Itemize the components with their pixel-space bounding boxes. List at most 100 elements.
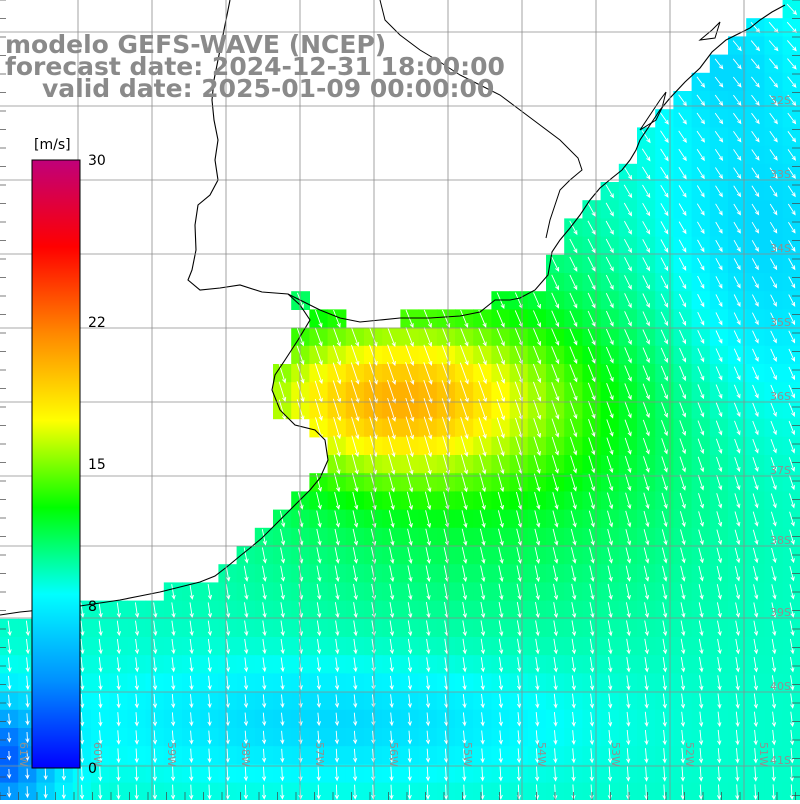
wind-vector (789, 529, 795, 546)
wind-vector (334, 730, 340, 745)
wind-vector (607, 565, 613, 582)
wind-vector (642, 437, 650, 455)
wind-vector (697, 221, 705, 235)
wind-vector (480, 565, 486, 583)
lat-label: 34S (770, 242, 791, 255)
wind-vector (535, 766, 540, 782)
wind-vector (753, 584, 759, 600)
wind-vector (789, 784, 795, 801)
wind-vector (717, 675, 722, 691)
wind-vector (480, 602, 486, 619)
wind-vector (333, 454, 341, 475)
wind-vector (644, 729, 649, 746)
wind-vector (516, 547, 522, 565)
wind-vector (607, 528, 613, 546)
wind-vector (606, 383, 614, 401)
wind-vector (716, 565, 722, 582)
wind-vector (587, 292, 596, 309)
wind-vector (387, 344, 396, 367)
wind-vector (607, 784, 613, 800)
field-cell (782, 72, 800, 92)
wind-vector (459, 344, 469, 366)
wind-vector (98, 730, 103, 745)
wind-vector (589, 638, 595, 655)
wind-vector (480, 712, 485, 727)
wind-vector (116, 712, 121, 727)
wind-vector (25, 657, 30, 673)
wind-vector (643, 547, 650, 564)
wind-vector (424, 435, 432, 458)
wind-vector (244, 657, 249, 673)
wind-vector (498, 565, 504, 583)
wind-vector (626, 638, 631, 655)
wind-vector (625, 474, 632, 492)
wind-vector (352, 766, 358, 782)
wind-vector (626, 711, 631, 727)
wind-vector (734, 529, 741, 546)
wind-vector (588, 510, 595, 528)
wind-vector (314, 345, 323, 366)
wind-vector (152, 766, 158, 782)
wind-vector (478, 345, 487, 366)
wind-vector (533, 399, 542, 420)
wind-vector (660, 311, 668, 327)
wind-vector (644, 766, 649, 782)
wind-vector (660, 401, 668, 418)
wind-vector (751, 276, 759, 289)
wind-vector (696, 94, 706, 107)
wind-vector (280, 694, 285, 709)
wind-vector (553, 784, 558, 800)
wind-vector (623, 184, 633, 199)
wind-vector (770, 493, 777, 509)
field-cell (782, 54, 800, 74)
wind-vector (643, 510, 650, 528)
wind-vector (697, 239, 705, 253)
lat-label: 36S (770, 390, 791, 403)
wind-vector (678, 311, 687, 326)
wind-vector (751, 258, 759, 271)
wind-vector (425, 784, 431, 800)
wind-vector (733, 94, 742, 106)
wind-vector (207, 620, 212, 637)
wind-vector (697, 438, 705, 455)
wind-vector (679, 420, 687, 436)
wind-vector (496, 345, 505, 366)
wind-vector (462, 748, 467, 764)
wind-vector (532, 310, 541, 328)
wind-vector (589, 547, 595, 564)
wind-vector (626, 620, 631, 637)
wind-vector (587, 256, 596, 272)
wind-vector (243, 565, 249, 582)
wind-vector (624, 347, 632, 364)
lon-label: 56W (387, 742, 400, 767)
wind-vector (389, 657, 394, 673)
wind-vector (679, 438, 687, 455)
wind-vector (225, 638, 231, 655)
wind-vector (771, 566, 777, 582)
wind-vector (244, 638, 249, 655)
wind-vector (533, 473, 541, 492)
wind-vector (171, 712, 176, 727)
wind-vector (371, 784, 376, 800)
wind-vector (771, 711, 777, 728)
wind-vector (517, 638, 522, 655)
wind-vector (717, 784, 722, 800)
wind-vector (569, 310, 578, 328)
wind-vector (642, 202, 651, 217)
wind-vector (660, 184, 669, 198)
wind-vector (734, 547, 741, 564)
wind-vector (425, 766, 431, 782)
colorbar-tick-label: 15 (88, 457, 106, 473)
colorbar-tick-label: 22 (88, 315, 106, 331)
wind-vector (642, 239, 650, 254)
lon-label: 55W (461, 742, 474, 767)
wind-vector (679, 511, 686, 528)
wind-vector (171, 620, 176, 637)
wind-vector (462, 694, 467, 709)
wind-vector (171, 657, 176, 673)
wind-vector (498, 583, 504, 601)
wind-vector (262, 657, 267, 673)
wind-vector (7, 657, 12, 673)
wind-vector (407, 766, 412, 782)
